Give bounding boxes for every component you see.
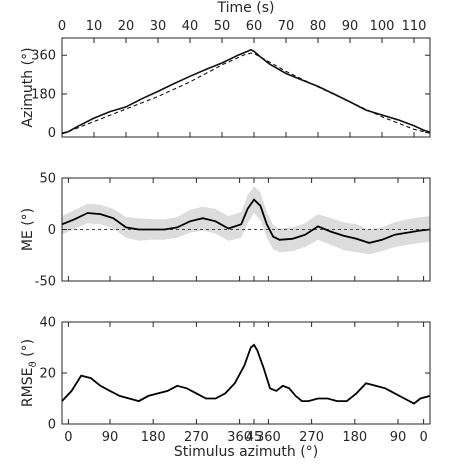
me-error-band bbox=[62, 186, 430, 255]
me-panel: -50 0 50 ME (°) bbox=[20, 172, 431, 290]
time-xtick-label: 70 bbox=[278, 19, 295, 34]
me-ytick-label: 0 bbox=[48, 223, 56, 238]
me-axis-title: ME (°) bbox=[20, 208, 36, 251]
rmse-xtick-label: 180 bbox=[342, 430, 367, 445]
rmse-xtick-label: 180 bbox=[141, 430, 166, 445]
rmse-axes-frame bbox=[61, 321, 431, 425]
azimuth-target-line bbox=[61, 52, 431, 135]
time-xtick-label: 40 bbox=[182, 19, 199, 34]
rmse-line bbox=[61, 343, 431, 405]
azimuth-axes-frame bbox=[61, 37, 431, 138]
time-axis-title: Time (s) bbox=[217, 0, 275, 16]
stimulus-azimuth-axis-title: Stimulus azimuth (°) bbox=[174, 444, 318, 460]
time-xtick-label: 110 bbox=[402, 19, 427, 34]
rmse-ytick-label: 0 bbox=[48, 418, 56, 433]
azimuth-ytick-label: 360 bbox=[31, 49, 56, 64]
rmse-ytick-label: 40 bbox=[39, 316, 56, 331]
time-xtick-label: 100 bbox=[370, 19, 395, 34]
rmse-xtick-label: 90 bbox=[102, 430, 119, 445]
time-xtick-label: 0 bbox=[58, 19, 66, 34]
rmse-xtick-label: 45 bbox=[246, 430, 263, 445]
rmse-ytick-label: 20 bbox=[39, 367, 56, 382]
time-xtick-label: 10 bbox=[86, 19, 103, 34]
azimuth-ytick-label: 0 bbox=[48, 126, 56, 141]
rmse-xtick-label: 0 bbox=[64, 430, 72, 445]
rmse-xtick-label: 0 bbox=[419, 430, 427, 445]
me-ytick-label: 50 bbox=[39, 172, 56, 187]
azimuth-axis-title: Azimuth (°) bbox=[20, 47, 36, 127]
rmse-xtick-label: 360 bbox=[227, 430, 252, 445]
me-ytick-label: -50 bbox=[35, 275, 56, 290]
me-mean-line bbox=[61, 198, 431, 244]
rmse-axis-title: RMSEϑ (°) bbox=[20, 339, 39, 407]
azimuth-response-line bbox=[61, 48, 431, 135]
time-xtick-label: 50 bbox=[214, 19, 231, 34]
rmse-xtick-label: 90 bbox=[390, 430, 407, 445]
time-xtick-label: 20 bbox=[118, 19, 135, 34]
azimuth-ytick-label: 180 bbox=[31, 87, 56, 102]
rmse-xtick-label: 360 bbox=[256, 430, 281, 445]
time-xtick-label: 80 bbox=[310, 19, 327, 34]
rmse-xtick-label: 270 bbox=[184, 430, 209, 445]
time-xtick-label: 60 bbox=[246, 19, 263, 34]
time-xtick-label: 30 bbox=[150, 19, 167, 34]
rmse-xtick-label: 270 bbox=[299, 430, 324, 445]
time-xtick-label: 90 bbox=[342, 19, 359, 34]
